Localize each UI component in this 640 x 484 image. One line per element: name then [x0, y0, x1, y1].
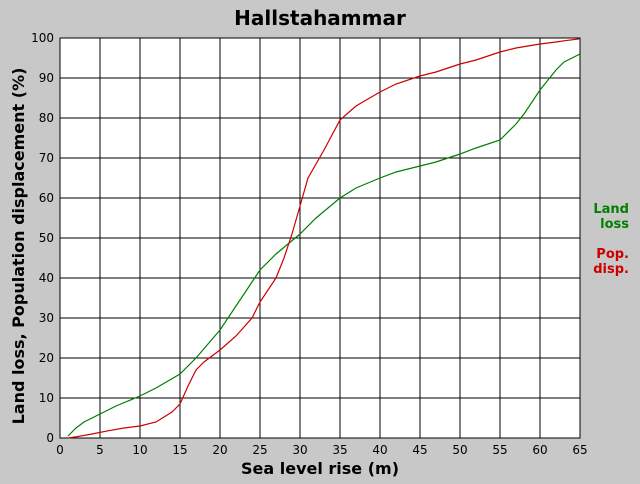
y-axis-label: Land loss, Population displacement (%): [9, 68, 28, 425]
x-tick-label: 20: [212, 443, 227, 457]
y-tick-label: 20: [39, 351, 54, 365]
y-tick-label: 40: [39, 271, 54, 285]
x-tick-label: 60: [532, 443, 547, 457]
y-tick-label: 80: [39, 111, 54, 125]
y-tick-label: 100: [31, 31, 54, 45]
x-axis-label: Sea level rise (m): [241, 459, 399, 478]
y-tick-label: 90: [39, 71, 54, 85]
x-tick-label: 40: [372, 443, 387, 457]
x-tick-label: 65: [572, 443, 587, 457]
x-tick-label: 5: [96, 443, 104, 457]
x-tick-label: 25: [252, 443, 267, 457]
x-tick-label: 10: [132, 443, 147, 457]
y-tick-label: 30: [39, 311, 54, 325]
x-tick-label: 45: [412, 443, 427, 457]
y-tick-label: 70: [39, 151, 54, 165]
legend-entry: disp.: [593, 262, 629, 277]
legend-entry: loss: [600, 217, 629, 232]
tick-labels: 0 5 10 15 20 25 30 35 40 45 50 55 60 65 0 10 20 30 40 50 60 7…: [31, 31, 588, 457]
series-line-land-loss: [67, 53, 581, 437]
x-tick-label: 55: [492, 443, 507, 457]
grid: [59, 37, 581, 439]
chart-title: Hallstahammar: [234, 6, 406, 30]
x-tick-label: 30: [292, 443, 307, 457]
series-layer: [67, 38, 581, 439]
x-tick-label: 50: [452, 443, 467, 457]
x-tick-label: 35: [332, 443, 347, 457]
x-tick-label: 0: [56, 443, 64, 457]
y-tick-label: 0: [46, 431, 54, 445]
x-tick-label: 15: [172, 443, 187, 457]
y-tick-label: 50: [39, 231, 54, 245]
y-tick-label: 60: [39, 191, 54, 205]
legend-entry: Pop.: [596, 247, 629, 262]
y-tick-label: 10: [39, 391, 54, 405]
legend-entry: Land: [593, 202, 629, 217]
series-line-pop-disp: [67, 38, 581, 439]
